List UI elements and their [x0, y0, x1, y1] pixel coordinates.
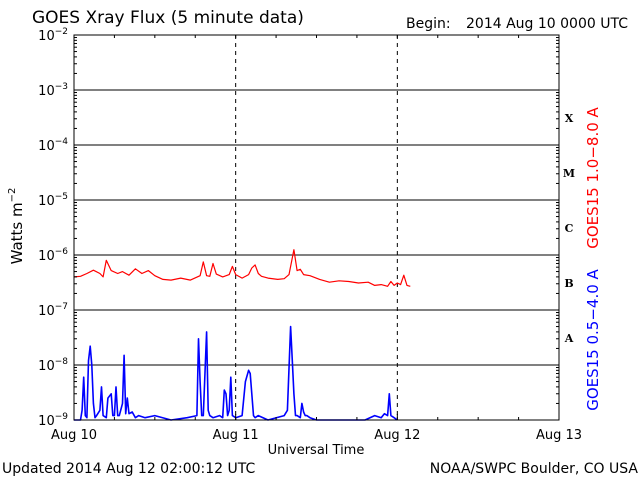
y-axis-title-base: Watts m — [8, 202, 26, 264]
y-tick-label: 10−3 — [38, 82, 68, 99]
flare-class-label: B — [564, 277, 573, 290]
y-tick-label: 10−7 — [38, 302, 68, 319]
y-tick-label-exponent: −8 — [55, 357, 69, 367]
x-axis-ticks: Aug 10 Aug 11 Aug 12 Aug 13 — [51, 35, 582, 443]
y-tick-label-exponent: −3 — [55, 82, 68, 92]
long-channel-series-name: GOES15 1.0−8.0 A — [584, 106, 602, 248]
y-tick-label: 10−9 — [38, 412, 68, 429]
chart-title: GOES Xray Flux (5 minute data) — [32, 8, 304, 28]
y-tick-label: 10−8 — [38, 357, 68, 374]
y-tick-label-base: 10 — [38, 249, 55, 264]
y-tick-label-base: 10 — [38, 359, 55, 374]
y-tick-label-exponent: −4 — [55, 137, 69, 147]
flare-class-label: A — [564, 332, 574, 345]
x-tick-label: Aug 11 — [213, 428, 259, 443]
flare-class-label: M — [563, 167, 575, 180]
y-tick-label-exponent: −2 — [55, 27, 68, 37]
y-tick-label-exponent: −9 — [55, 412, 69, 422]
short-channel-series-name: GOES15 0.5−4.0 A — [584, 268, 602, 410]
y-tick-label-exponent: −5 — [55, 192, 68, 202]
short-channel-series-line — [74, 325, 398, 421]
plot-frame — [73, 34, 560, 421]
y-tick-label-base: 10 — [38, 414, 55, 429]
y-tick-label-base: 10 — [38, 84, 55, 99]
y-tick-label-base: 10 — [38, 29, 55, 44]
y-axis-title: Watts m−2 — [7, 188, 26, 265]
svg-text:Watts m−2: Watts m−2 — [7, 188, 26, 265]
x-tick-label: Aug 12 — [374, 428, 420, 443]
y-axis-title-exponent: −2 — [7, 188, 18, 203]
y-tick-label-base: 10 — [38, 139, 55, 154]
y-axis-ticks: 10−210−310−410−510−610−710−810−9 — [38, 27, 559, 429]
flare-class-labels: X M C B A — [563, 112, 575, 345]
y-tick-label-exponent: −6 — [55, 247, 69, 257]
flare-class-label: C — [565, 222, 574, 235]
y-tick-label-base: 10 — [38, 194, 55, 209]
y-tick-label-base: 10 — [38, 304, 55, 319]
x-tick-label: Aug 10 — [51, 428, 97, 443]
plot-series — [73, 249, 411, 421]
y-tick-label: 10−2 — [38, 27, 68, 44]
flare-class-label: X — [565, 112, 574, 125]
updated-timestamp: Updated 2014 Aug 12 02:00:12 UTC — [2, 461, 255, 477]
long-channel-series-line — [73, 249, 411, 287]
begin-label: Begin: — [406, 16, 451, 32]
source-credit: NOAA/SWPC Boulder, CO USA — [430, 461, 639, 477]
begin-value: 2014 Aug 10 0000 UTC — [466, 16, 628, 32]
x-tick-label: Aug 13 — [536, 428, 582, 443]
y-tick-label: 10−6 — [38, 247, 68, 264]
y-tick-label-exponent: −7 — [55, 302, 68, 312]
plot-grid — [74, 34, 559, 421]
y-tick-label: 10−5 — [38, 192, 68, 209]
x-axis-title: Universal Time — [268, 443, 365, 458]
y-tick-label: 10−4 — [38, 137, 68, 154]
